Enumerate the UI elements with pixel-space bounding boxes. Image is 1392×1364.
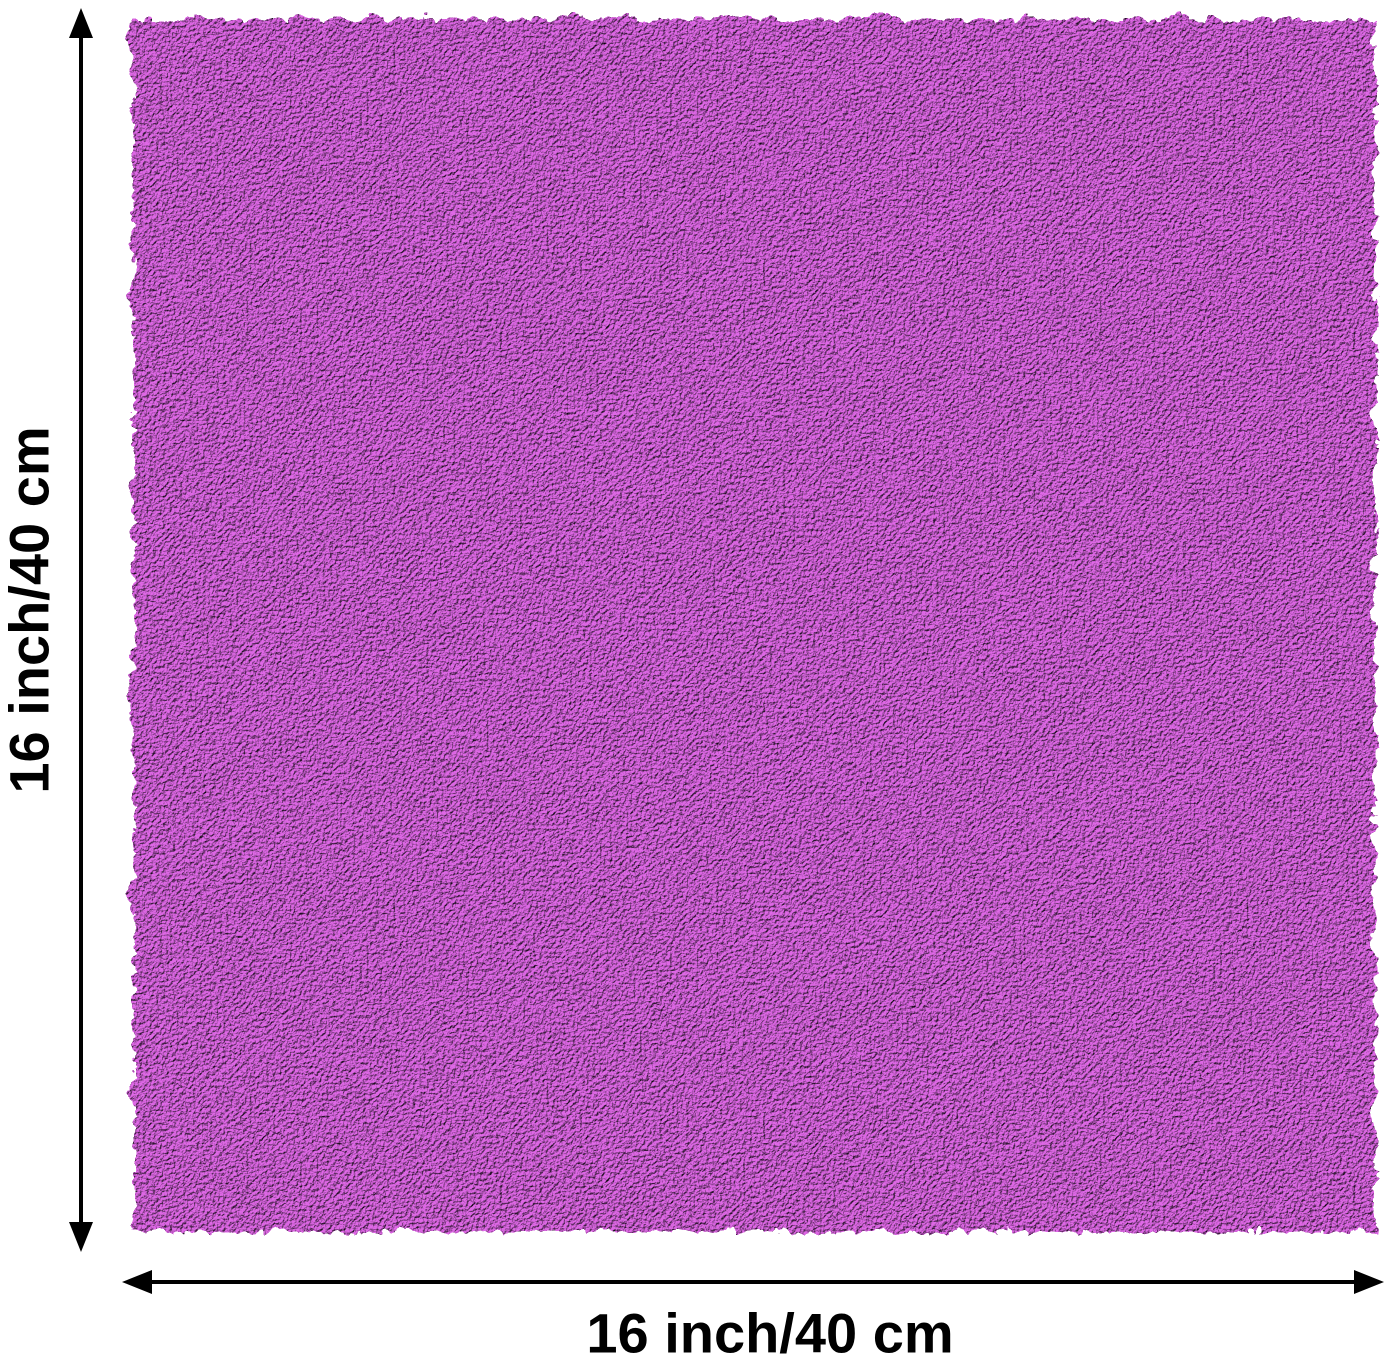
arrow-left-icon — [122, 1270, 152, 1294]
arrow-down-icon — [69, 1222, 93, 1252]
horizontal-dimension-line — [150, 1280, 1356, 1284]
towel-fabric-rect — [130, 16, 1372, 1228]
vertical-dimension-arrow — [69, 8, 93, 1252]
vertical-dimension-line — [79, 36, 83, 1224]
vertical-dimension-label: 16 inch/40 cm — [0, 426, 61, 794]
horizontal-dimension-arrow — [122, 1270, 1384, 1294]
towel-photo — [118, 4, 1384, 1240]
horizontal-dimension-label: 16 inch/40 cm — [586, 1301, 954, 1364]
arrow-right-icon — [1354, 1270, 1384, 1294]
towel-fabric-texture — [130, 16, 1372, 1228]
arrow-up-icon — [69, 8, 93, 38]
